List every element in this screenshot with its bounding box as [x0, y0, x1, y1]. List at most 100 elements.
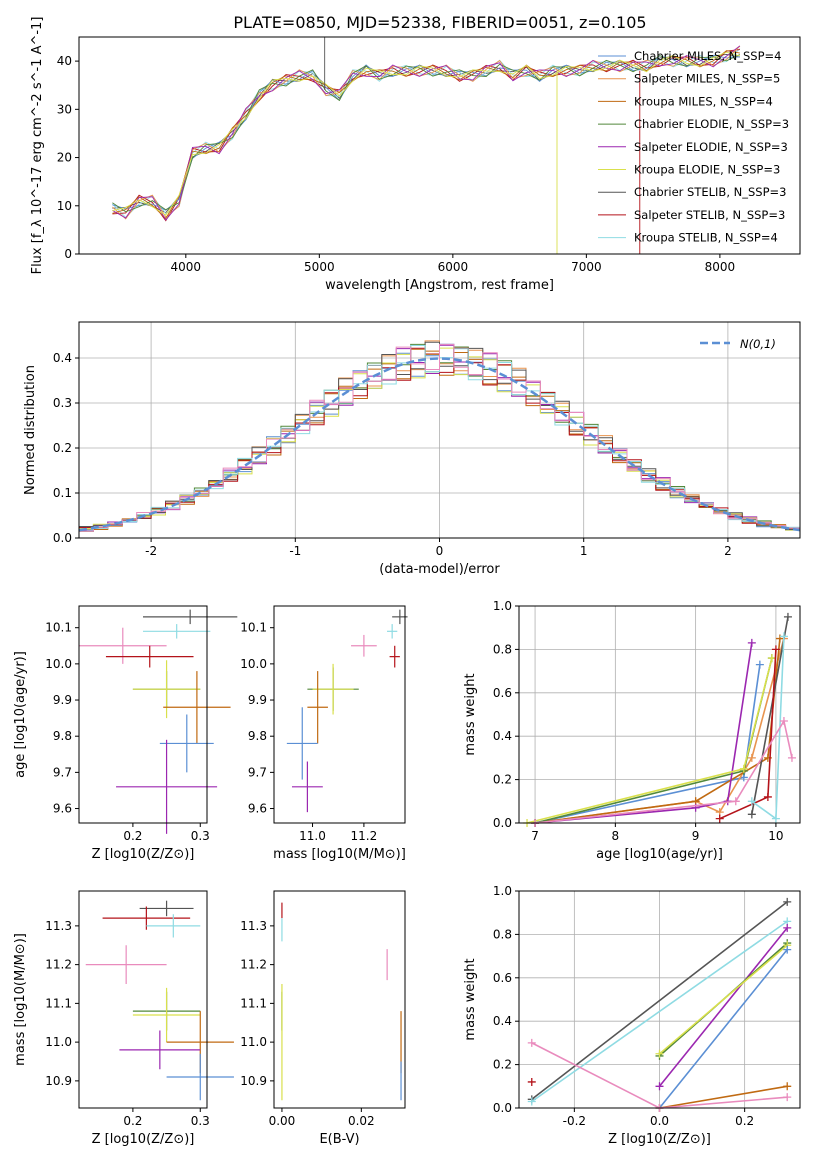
mass-weight-line — [534, 638, 781, 824]
legend-label: Chabrier MILES, N_SSP=4 — [634, 49, 781, 63]
x-axis-label: mass [log10(M/M⊙)] — [273, 847, 406, 862]
y-tick-label: 0.2 — [493, 1058, 512, 1072]
massweight-vs-age-axes: 7 8 9 10 0.0 0.2 0.4 0.6 0.8 1.0 age [log10(age/yr… — [463, 599, 801, 862]
y-tick-label: 1.0 — [493, 599, 512, 613]
x-axis-label: Z [log10(Z/Z⊙)] — [92, 847, 195, 862]
spectrum-line — [112, 51, 741, 216]
mass-weight-marker — [783, 923, 792, 932]
y-tick-label: 11.3 — [240, 919, 267, 933]
x-tick-label: 8 — [612, 829, 620, 843]
x-axis-label: Z [log10(Z/Z⊙)] — [92, 1132, 195, 1147]
x-tick-label: 11.2 — [351, 829, 378, 843]
residuals-axes: -2 -1 0 1 2 0.0 0.1 0.2 0.3 0.4 (data-model)/error… — [23, 321, 801, 577]
axes-frame — [78, 36, 801, 255]
x-tick-label: 5000 — [304, 260, 335, 274]
legend-label: Chabrier ELODIE, N_SSP=3 — [634, 117, 789, 131]
x-tick-label: 7000 — [571, 260, 602, 274]
y-tick-label: 9.6 — [53, 802, 72, 816]
mass-weight-marker — [767, 654, 776, 663]
y-tick-label: 11.0 — [240, 1035, 267, 1049]
x-tick-label: 0.2 — [735, 1114, 754, 1128]
y-tick-label: 10.0 — [240, 657, 267, 671]
legend-label: Kroupa MILES, N_SSP=4 — [634, 94, 773, 108]
age-vs-mass-axes: 11.0 11.2 9.6 9.7 9.8 9.9 10.0 10.1 mass [log10(… — [240, 605, 408, 862]
axes-frame — [78, 890, 208, 1109]
spectrum-line — [112, 53, 740, 214]
y-tick-label: 11.2 — [240, 958, 267, 972]
mass-weight-marker — [787, 753, 796, 762]
spectrum-line — [112, 45, 741, 221]
histogram-step — [79, 343, 800, 532]
x-tick-label: -2 — [145, 544, 157, 558]
mass-weight-marker — [747, 797, 756, 806]
y-tick-label: 20 — [57, 151, 72, 165]
y-tick-label: 0.3 — [53, 396, 72, 410]
y-tick-label: 10.0 — [45, 657, 72, 671]
mass-weight-line — [534, 664, 761, 824]
y-tick-label: 0.8 — [493, 927, 512, 941]
mass-weight-marker — [783, 612, 792, 621]
mass-weight-marker — [771, 645, 780, 654]
mass-weight-marker — [779, 717, 788, 726]
y-tick-label: 0.4 — [53, 351, 72, 365]
y-axis-label: mass weight — [463, 958, 478, 1040]
mass-weight-marker — [747, 810, 756, 819]
spectrum-line — [112, 49, 740, 222]
x-tick-label: 0 — [436, 544, 444, 558]
mass-weight-marker — [755, 660, 764, 669]
y-tick-label: 9.9 — [53, 693, 72, 707]
mass-weight-marker — [527, 1077, 536, 1086]
x-tick-label: 8000 — [705, 260, 736, 274]
y-axis-label: Normed distribution — [23, 365, 38, 495]
y-tick-label: 0 — [64, 247, 72, 261]
y-tick-label: 10 — [57, 199, 72, 213]
mass-weight-marker — [731, 797, 740, 806]
legend-label: Kroupa ELODIE, N_SSP=3 — [634, 163, 780, 177]
mass-weight-line — [658, 944, 788, 1055]
mass-weight-line — [531, 920, 788, 1103]
y-tick-label: 9.6 — [248, 802, 267, 816]
mass-weight-line — [658, 927, 788, 1087]
mass-weight-marker — [527, 1097, 536, 1106]
axes-frame — [518, 605, 801, 824]
legend-label: Chabrier STELIB, N_SSP=3 — [634, 185, 786, 199]
x-tick-label: -0.2 — [563, 1114, 586, 1128]
y-tick-label: 0.1 — [53, 486, 72, 500]
y-tick-label: 10.9 — [240, 1074, 267, 1088]
y-tick-label: 11.0 — [45, 1035, 72, 1049]
legend-label: Kroupa STELIB, N_SSP=4 — [634, 231, 778, 245]
axes-frame — [78, 321, 801, 539]
y-tick-label: 0.6 — [493, 971, 512, 985]
y-tick-label: 11.3 — [45, 919, 72, 933]
x-tick-label: 0.00 — [269, 1114, 296, 1128]
y-tick-label: 9.7 — [248, 765, 267, 779]
legend-label: Salpeter MILES, N_SSP=5 — [634, 72, 780, 86]
axes-frame — [273, 890, 406, 1109]
mass-weight-marker — [655, 1049, 664, 1058]
x-axis-label: E(B-V) — [319, 1132, 359, 1147]
mass-weight-marker — [747, 753, 756, 762]
x-tick-label: 7 — [531, 829, 539, 843]
axes-frame — [518, 890, 801, 1109]
mass-vs-Z-axes: 0.2 0.3 10.9 11.0 11.1 11.2 11.3 Z [log10(Z/Z⊙)… — [13, 890, 234, 1147]
mass-weight-line — [751, 616, 789, 815]
mass-weight-marker — [775, 634, 784, 643]
x-tick-label: 11.0 — [299, 829, 326, 843]
y-tick-label: 11.2 — [45, 958, 72, 972]
y-tick-label: 0.0 — [493, 1101, 512, 1115]
x-tick-label: 1 — [580, 544, 588, 558]
y-tick-label: 0.4 — [493, 1014, 512, 1028]
y-axis-label: mass weight — [463, 673, 478, 755]
x-axis-label: Z [log10(Z/Z⊙)] — [608, 1132, 711, 1147]
plots-layer: 4000 5000 6000 7000 8000010203040wavelength … — [13, 17, 801, 1147]
y-tick-label: 0.4 — [493, 729, 512, 743]
y-tick-label: 9.9 — [248, 693, 267, 707]
x-tick-label: 0.3 — [191, 1114, 210, 1128]
x-tick-label: 10 — [768, 829, 783, 843]
axes-frame — [273, 605, 406, 824]
x-tick-label: -1 — [289, 544, 301, 558]
mass-weight-marker — [771, 814, 780, 823]
x-axis-label: (data-model)/error — [379, 562, 500, 577]
y-tick-label: 0.2 — [493, 773, 512, 787]
